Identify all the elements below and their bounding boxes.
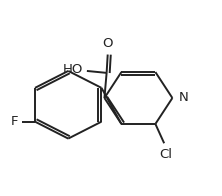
Text: N: N	[178, 92, 188, 104]
Text: O: O	[103, 37, 113, 50]
Text: F: F	[10, 115, 18, 128]
Text: HO: HO	[63, 64, 84, 76]
Text: Cl: Cl	[159, 148, 172, 161]
